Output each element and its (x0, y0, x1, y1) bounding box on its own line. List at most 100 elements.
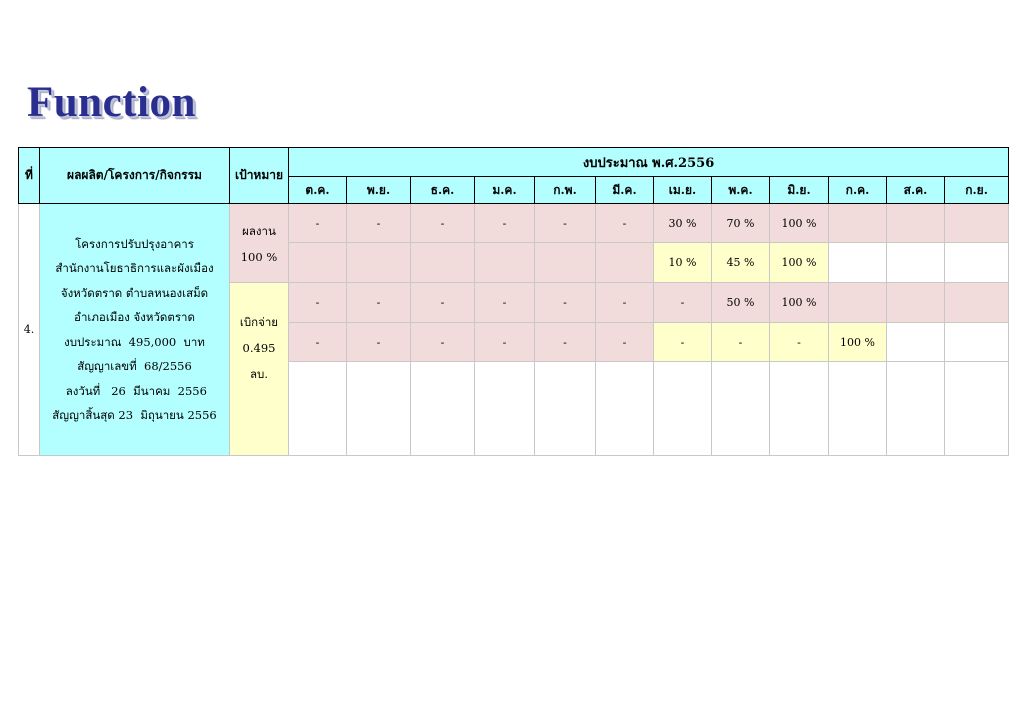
month-cell: 45 % (711, 242, 770, 283)
month-cell (828, 282, 887, 323)
month-cell (288, 361, 347, 456)
project-line: สัญญาเลขที่ 68/2556 (77, 359, 192, 373)
month-cell: - (288, 322, 347, 362)
project-line: สำนักงานโยธาธิการและผังเมือง (55, 261, 214, 275)
month-cell: 50 % (711, 282, 770, 323)
month-cell (886, 361, 945, 456)
month-cell: - (410, 282, 475, 323)
target-work: ผลงาน 100 % (229, 203, 289, 283)
month-cell: - (534, 203, 596, 243)
month-cell: - (595, 203, 654, 243)
target-spend: เบิกจ่าย 0.495 ลบ. (229, 282, 289, 456)
month-cell: - (653, 322, 712, 362)
budget-plan-table: ที่ ผลผลิต/โครงการ/กิจกรรม เป้าหมาย งบปร… (18, 147, 1010, 456)
header-month: ก.พ. (534, 176, 596, 204)
month-cell (886, 322, 945, 362)
month-cell (886, 242, 945, 283)
month-cell: - (288, 282, 347, 323)
month-cell (595, 242, 654, 283)
header-month: ก.ค. (828, 176, 887, 204)
month-cell: - (711, 322, 770, 362)
target-work-line: ผลงาน (242, 224, 276, 238)
month-cell (886, 282, 945, 323)
month-cell (410, 361, 475, 456)
project-description: โครงการปรับปรุงอาคารสำนักงานโยธาธิการและ… (39, 203, 230, 456)
month-cell: 100 % (769, 203, 829, 243)
month-cell (711, 361, 770, 456)
month-cell: - (410, 322, 475, 362)
month-cell: 30 % (653, 203, 712, 243)
target-spend-line: เบิกจ่าย (239, 315, 279, 329)
month-cell: - (474, 322, 535, 362)
month-cell (474, 361, 535, 456)
month-cell: - (346, 282, 411, 323)
month-cell: - (474, 203, 535, 243)
month-cell: 100 % (769, 242, 829, 283)
header-month: ต.ค. (288, 176, 347, 204)
month-cell (828, 203, 887, 243)
month-cell (534, 242, 596, 283)
month-cell: - (474, 282, 535, 323)
month-cell (534, 361, 596, 456)
month-cell: 100 % (769, 282, 829, 323)
table-row: 10 % 45 % 100 % (19, 242, 1010, 283)
header-month: ม.ค. (474, 176, 535, 204)
header-budget-year: งบประมาณ พ.ศ.2556 (287, 147, 1010, 177)
header-month: พ.ย. (346, 176, 411, 204)
month-cell (474, 242, 535, 283)
project-line: จังหวัดตราด ตำบลหนองเสม็ด (60, 285, 209, 300)
header-month: ส.ค. (886, 176, 945, 204)
month-cell: - (346, 322, 411, 362)
month-cell (595, 361, 654, 456)
month-cell: 70 % (711, 203, 770, 243)
target-spend-line: 0.495 (242, 341, 276, 355)
month-cell (943, 361, 1010, 456)
month-cell (828, 361, 887, 456)
month-cell (886, 203, 945, 243)
month-cell (943, 282, 1010, 323)
month-cell (943, 242, 1010, 283)
target-work-line: 100 % (240, 250, 278, 264)
project-line: อำเภอเมือง จังหวัดตราด (74, 310, 195, 324)
month-cell (653, 361, 712, 456)
project-line: งบประมาณ 495,000 บาท (64, 334, 205, 349)
header-no: ที่ (18, 147, 40, 204)
item-number: 4. (18, 203, 40, 456)
month-cell: 10 % (653, 242, 712, 283)
table-row: 4. โครงการปรับปรุงอาคาร สำนักงานโยธาธิการแ… (18, 203, 1010, 456)
month-cell: - (595, 282, 654, 323)
table-row: เบิกจ่าย 0.495 ลบ. - - - - - - -50 % 100 % (19, 282, 1010, 456)
month-cell (943, 203, 1010, 243)
month-cell: - (288, 203, 347, 243)
month-cell (943, 322, 1010, 362)
month-cell (288, 242, 347, 283)
month-cell (828, 242, 887, 283)
header-project: ผลผลิต/โครงการ/กิจกรรม (39, 147, 230, 204)
month-cell: - (534, 322, 596, 362)
month-cell (346, 242, 411, 283)
month-cell: - (346, 203, 411, 243)
month-cell (410, 242, 475, 283)
header-month: เม.ย. (653, 176, 712, 204)
table-row: - - - - - - - - -100 % (19, 322, 1010, 362)
month-cell: - (410, 203, 475, 243)
month-cell (346, 361, 411, 456)
month-cell (769, 361, 829, 456)
target-spend-line: ลบ. (249, 367, 268, 381)
project-line: ลงวันที่ 26 มีนาคม 2556 (62, 383, 207, 398)
project-line: สัญญาสิ้นสุด 23 มิถุนายน 2556 (52, 408, 217, 422)
header-month: พ.ค. (711, 176, 770, 204)
header-month: มิ.ย. (769, 176, 829, 204)
month-cell: - (769, 322, 829, 362)
header-target: เป้าหมาย (229, 147, 289, 204)
month-cell: - (595, 322, 654, 362)
page-heading: Function (27, 79, 196, 126)
month-cell: 100 % (828, 322, 887, 362)
header-month: มี.ค. (595, 176, 654, 204)
month-cell: - (653, 282, 712, 323)
header-month: ก.ย. (943, 176, 1010, 204)
header-month: ธ.ค. (410, 176, 475, 204)
project-line: โครงการปรับปรุงอาคาร (75, 236, 194, 251)
month-cell: - (534, 282, 596, 323)
table-row (19, 361, 1010, 456)
